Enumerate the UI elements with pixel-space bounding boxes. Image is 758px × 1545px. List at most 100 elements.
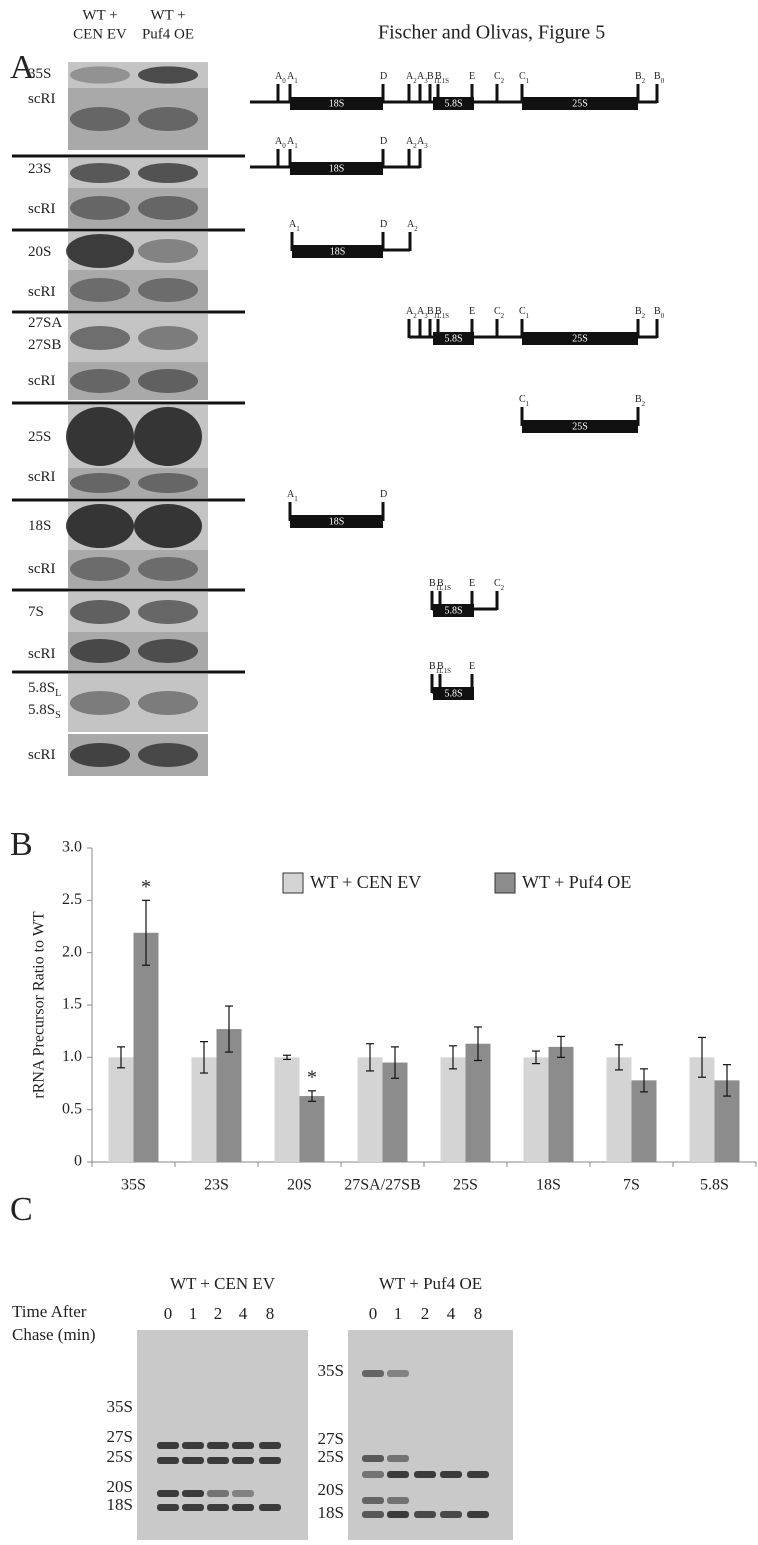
row-label-main: 27SB	[28, 337, 61, 353]
error-bar	[698, 1036, 706, 1078]
site-label-main: A	[275, 71, 283, 82]
blot	[68, 314, 208, 362]
band-label: 35S	[318, 1361, 344, 1380]
site-label-main: A	[287, 489, 295, 500]
rna-region-label: 18S	[329, 163, 345, 174]
gel-band	[157, 1504, 179, 1511]
bar	[357, 1057, 383, 1162]
error-bar	[723, 1064, 731, 1097]
band-label: 18S	[318, 1503, 344, 1522]
site-label-main: B	[654, 71, 661, 82]
row-label: 20S	[28, 244, 51, 260]
rna-region-label: 18S	[329, 98, 345, 109]
row-label: scRI	[28, 284, 56, 300]
site-label-sub: 1L	[436, 667, 444, 675]
blot-band	[70, 369, 130, 393]
site-label: C1	[519, 71, 530, 84]
site-label: A1	[287, 136, 298, 149]
rna-region	[292, 245, 383, 258]
bar	[382, 1062, 408, 1162]
row-label-main: scRI	[28, 284, 56, 300]
site-label: A3	[417, 71, 428, 84]
blot-band	[138, 163, 198, 183]
blot-band	[70, 163, 130, 183]
gel-band	[440, 1511, 462, 1518]
row-label: scRI	[28, 469, 56, 485]
site-label: A2	[407, 219, 418, 232]
row-label-main: scRI	[28, 373, 56, 389]
site-label-sub: 2	[413, 142, 417, 150]
site-label: A1	[287, 71, 298, 84]
site-label-sub: 2	[642, 312, 646, 320]
site-label-main: A	[406, 71, 414, 82]
blot-band	[138, 66, 198, 84]
site-label-main: C	[519, 71, 526, 82]
site-label-main: A	[407, 219, 415, 230]
site-label-main: B	[429, 661, 436, 672]
gel-band	[387, 1497, 409, 1504]
bar	[274, 1057, 300, 1162]
error-bar	[225, 1005, 233, 1053]
blot-band	[66, 504, 134, 548]
site-label-main: C	[494, 578, 501, 589]
row-label-main: scRI	[28, 91, 56, 107]
row-label: scRI	[28, 561, 56, 577]
figure-title: Fischer and Olivas, Figure 5	[378, 22, 605, 44]
blot-band	[138, 369, 198, 393]
gel-band	[467, 1511, 489, 1518]
band-label: 25S	[107, 1447, 133, 1466]
site-label: A3	[417, 306, 428, 319]
site-label-sub: 1	[526, 400, 530, 408]
site-label: D	[380, 489, 387, 500]
lane-label: 8	[266, 1304, 275, 1323]
site-label-main: B	[437, 578, 444, 589]
blot-band	[66, 407, 134, 466]
site-label-sub: 3	[424, 142, 428, 150]
x-tick-label: 18S	[536, 1177, 561, 1194]
rna-region-label: 5.8S	[444, 98, 462, 109]
rna-region	[290, 97, 383, 110]
legend-swatch	[494, 872, 516, 894]
bar	[108, 1057, 134, 1162]
row-label-main: 5.8S	[28, 680, 55, 696]
site-label: D	[380, 219, 387, 230]
error-bar	[449, 1045, 457, 1070]
blot-band	[138, 743, 198, 767]
lane-label: 1	[394, 1304, 403, 1323]
gel-band	[207, 1442, 229, 1449]
blot-band	[70, 66, 130, 84]
site-label-main: B	[427, 71, 434, 82]
site-label: B1L	[427, 71, 441, 84]
rna-region-label: 25S	[572, 421, 588, 432]
blot	[68, 188, 208, 228]
site-label-main: E	[469, 578, 475, 589]
band-label: 27S	[107, 1427, 133, 1446]
error-bar	[200, 1041, 208, 1074]
site-label-main: A	[275, 136, 283, 147]
blot-band	[70, 196, 130, 220]
site-label-sub: 3	[424, 77, 428, 85]
gel-title: WT + CEN EV	[170, 1274, 276, 1293]
bar	[465, 1043, 491, 1162]
site-label-sub: 1	[526, 77, 530, 85]
band-label: 25S	[318, 1447, 344, 1466]
site-label: A2	[406, 71, 417, 84]
blot-band	[134, 504, 202, 548]
band-label: 27S	[318, 1429, 344, 1448]
site-label-main: E	[469, 306, 475, 317]
gel-band	[387, 1511, 409, 1518]
row-label: scRI	[28, 747, 56, 763]
x-tick-label: 25S	[453, 1177, 478, 1194]
gel-band	[387, 1471, 409, 1478]
row-label-main: scRI	[28, 469, 56, 485]
row-label: 35S	[28, 66, 51, 82]
y-tick-label: 2.5	[62, 891, 82, 908]
rna-region-label: 5.8S	[444, 688, 462, 699]
column-header: Puf4 OE	[142, 26, 194, 42]
rna-region	[522, 97, 638, 110]
site-label-sub: 2	[642, 77, 646, 85]
lane-label: 0	[369, 1304, 378, 1323]
gel-band	[467, 1471, 489, 1478]
gel-band	[207, 1504, 229, 1511]
blot-band	[70, 639, 130, 663]
